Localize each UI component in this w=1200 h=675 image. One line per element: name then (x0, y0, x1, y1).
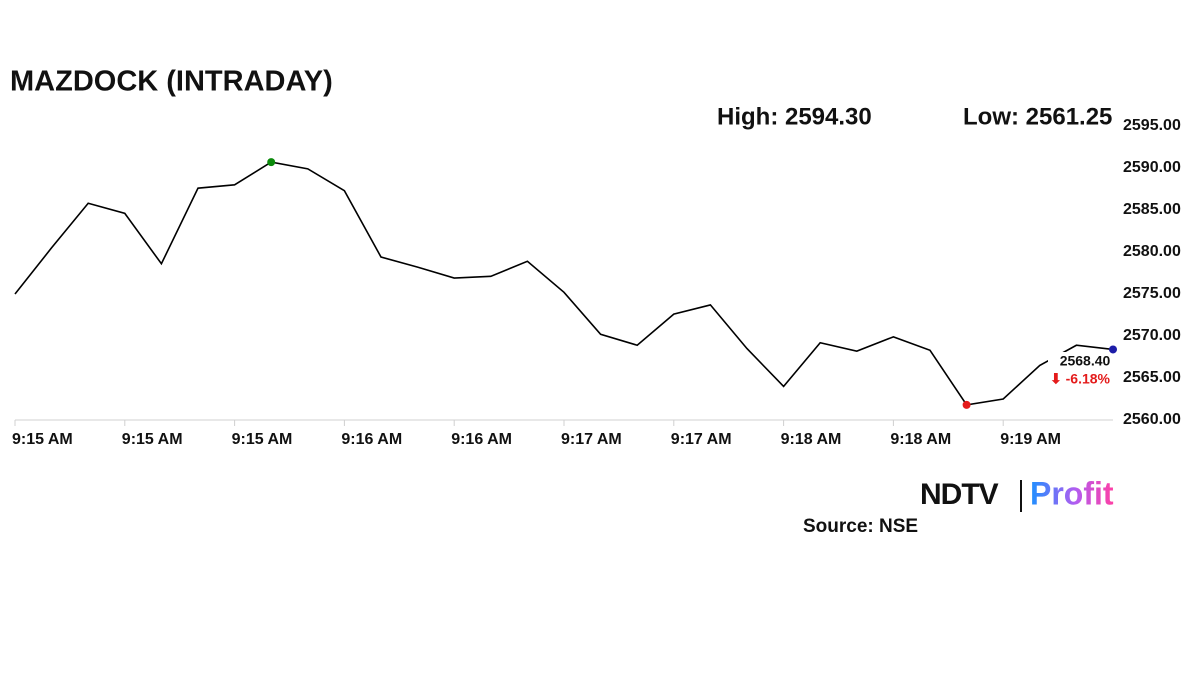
source: Source: NSE (803, 516, 918, 537)
x-tick-label: 9:16 AM (341, 431, 402, 448)
y-tick-label: 2560.00 (1123, 411, 1181, 428)
y-tick-label: 2590.00 (1123, 159, 1181, 176)
x-tick-label: 9:18 AM (890, 431, 951, 448)
logo-left: NDTV (920, 478, 999, 511)
high-text: High: 2594.30 (717, 103, 872, 130)
y-tick-label: 2585.00 (1123, 201, 1181, 218)
y-tick-label: 2575.00 (1123, 285, 1181, 302)
marker-max (267, 158, 276, 167)
last-label: 2568.40 (1060, 353, 1111, 369)
marker-last (1109, 345, 1117, 354)
x-tick-label: 9:17 AM (561, 431, 622, 448)
chart-title: MAZDOCK (INTRADAY) (10, 66, 333, 98)
x-tick-label: 9:15 AM (122, 431, 183, 448)
marker-min (962, 400, 971, 409)
change-label: ⬇ -6.18% (1050, 371, 1111, 387)
last-label-box: 2568.40 ⬇ -6.18% (1048, 352, 1115, 390)
label-bg (1048, 352, 1115, 390)
x-tick-label: 9:17 AM (671, 431, 732, 448)
x-tick-label: 9:19 AM (1000, 431, 1061, 448)
logo-right: Profit (1030, 475, 1114, 511)
x-tick-label: 9:18 AM (781, 431, 842, 448)
y-tick-label: 2570.00 (1123, 327, 1181, 344)
y-tick-label: 2565.00 (1123, 369, 1181, 386)
y-tick-label: 2580.00 (1123, 243, 1181, 260)
x-tick-label: 9:16 AM (451, 431, 512, 448)
x-tick-label: 9:15 AM (12, 431, 73, 448)
y-tick-label: 2595.00 (1123, 117, 1181, 134)
low-text: Low: 2561.25 (963, 103, 1112, 130)
price-line (14, 161, 1114, 406)
x-tick-label: 9:15 AM (232, 431, 293, 448)
